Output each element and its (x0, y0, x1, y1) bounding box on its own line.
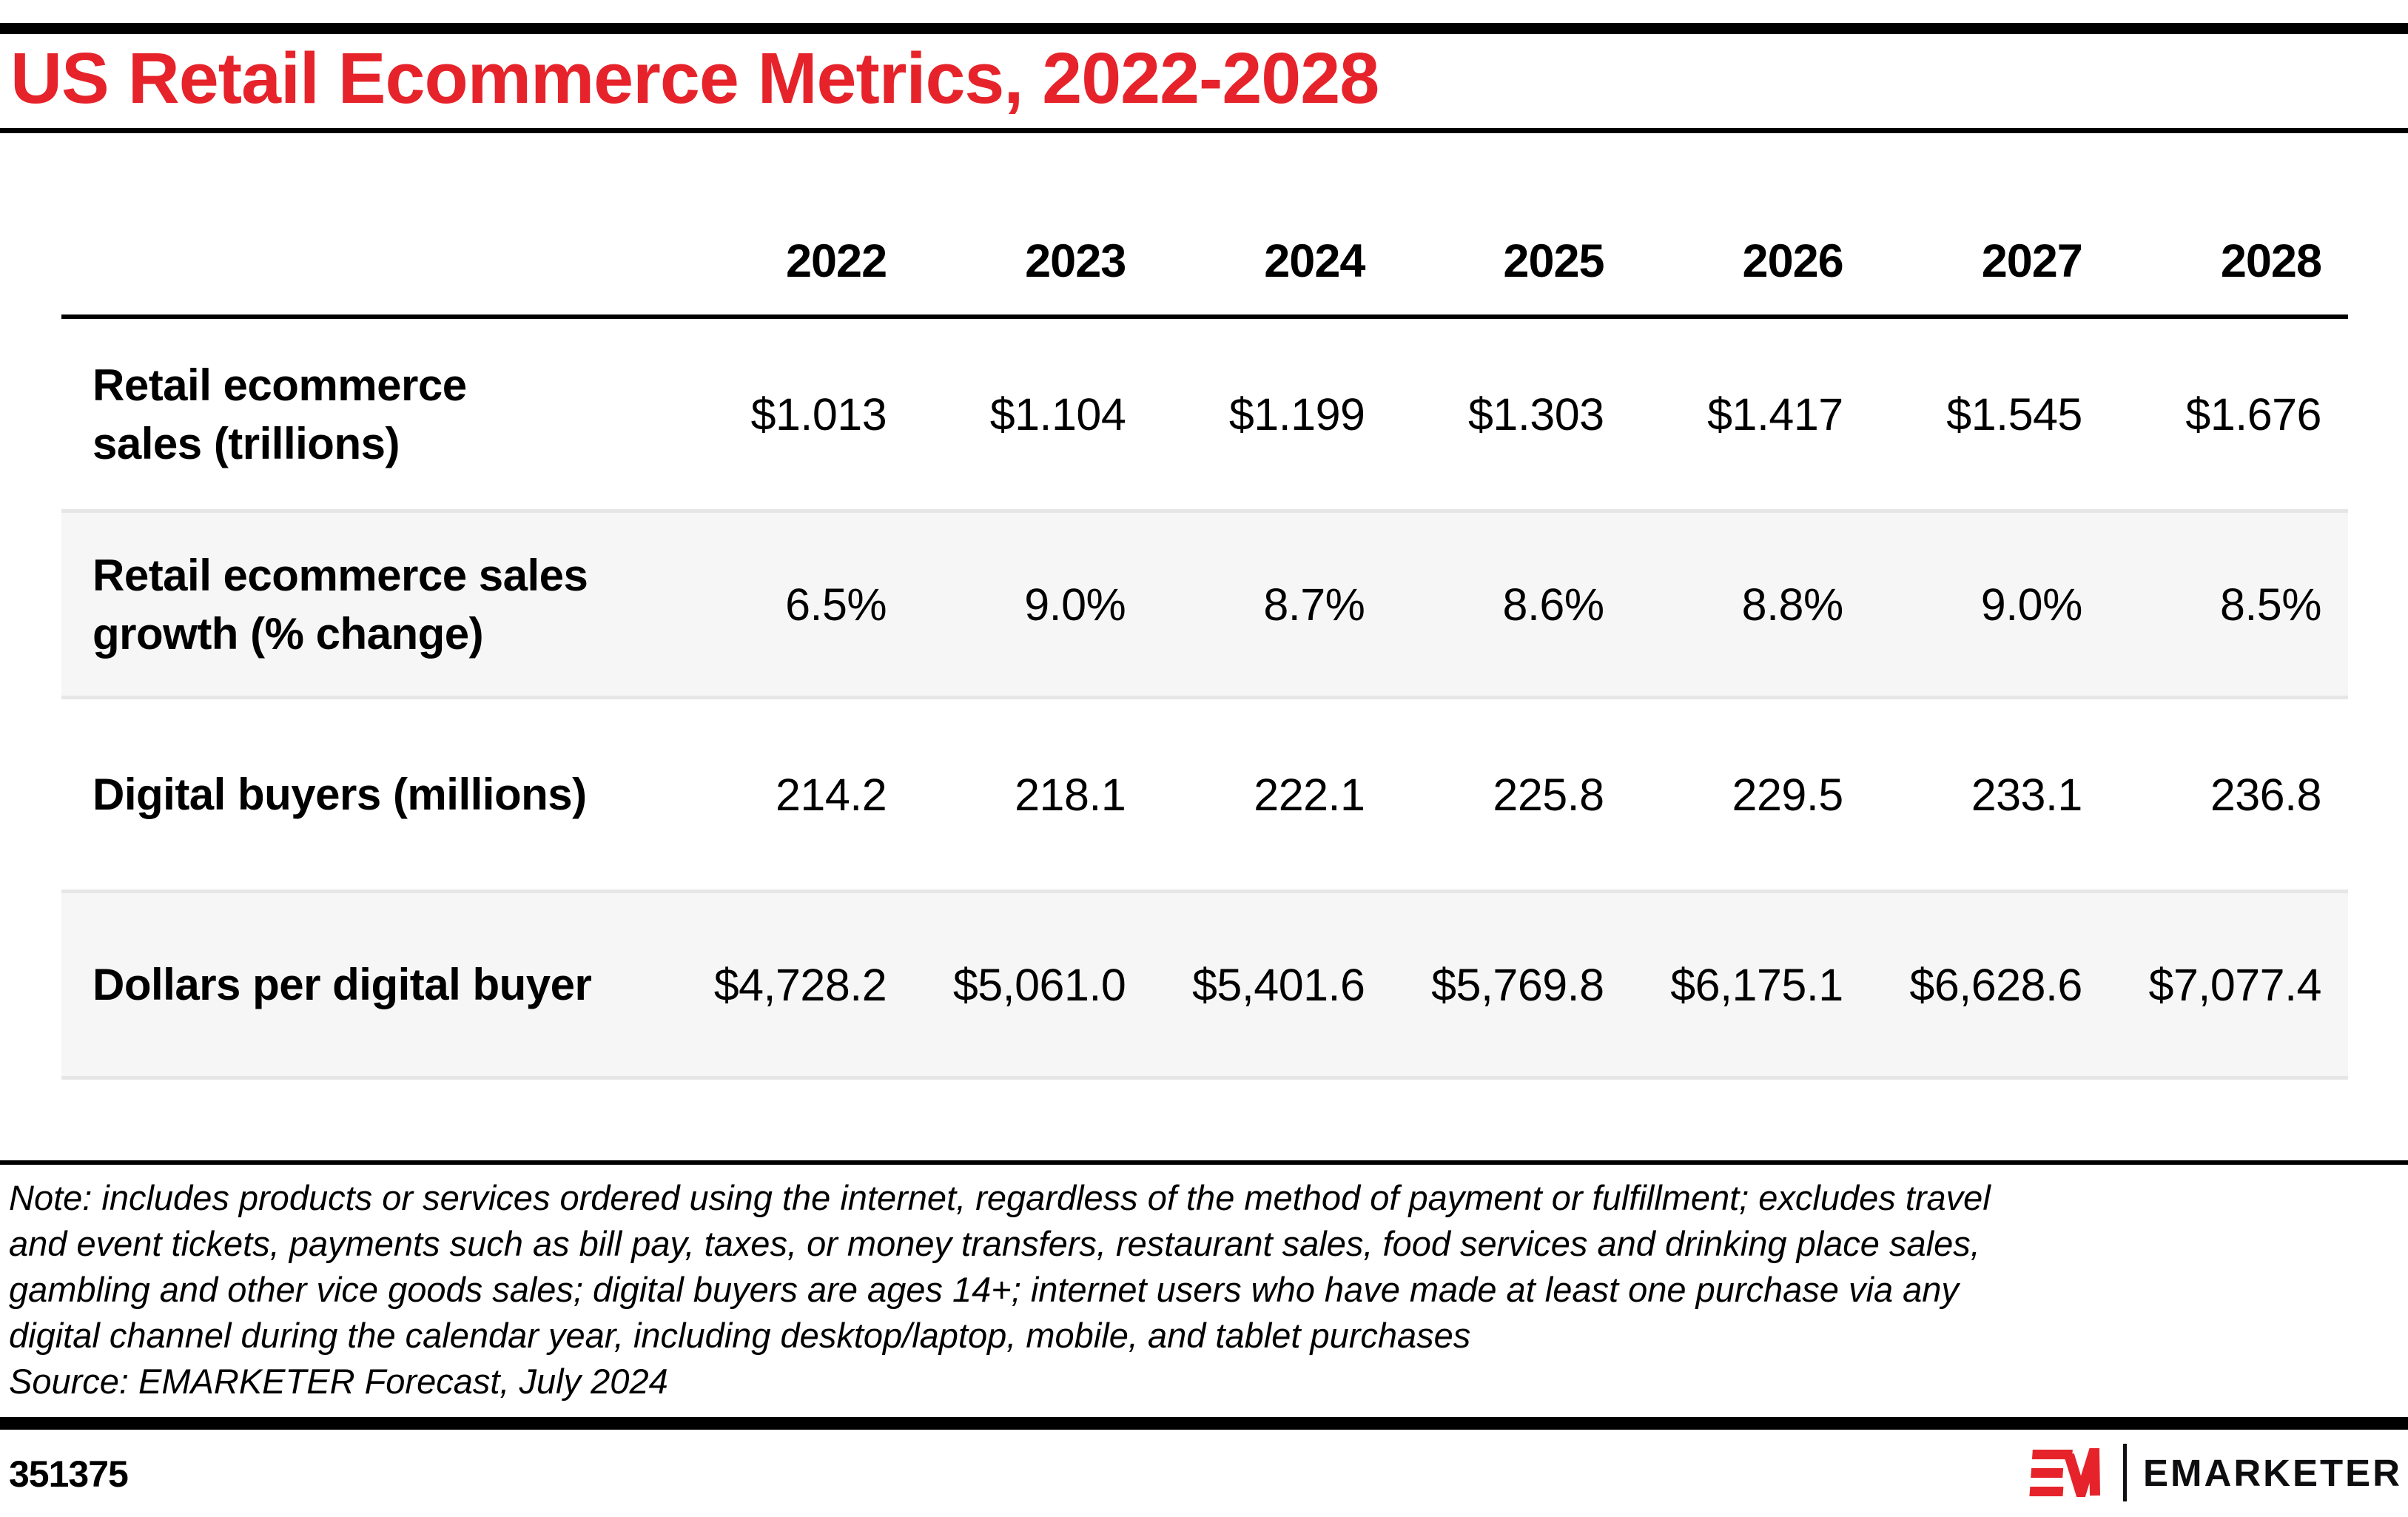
title-rule (0, 128, 2408, 133)
value-cell: $1.104 (989, 388, 1126, 440)
logo-divider (2122, 1444, 2127, 1501)
table-body: Retail ecommerce sales (trillions) $1.013 $… (61, 319, 2348, 1080)
value-cell: $1.545 (1946, 388, 2082, 440)
value-cell: 8.7% (1263, 579, 1365, 630)
value-cell: $7,077.4 (2148, 959, 2322, 1010)
logo-wordmark: EMARKETER (2142, 1451, 2402, 1494)
em-monogram-icon (2029, 1448, 2100, 1497)
table-row: Retail ecommerce sales growth (% change) 6… (61, 509, 2348, 699)
value-cell: 218.1 (1015, 769, 1126, 820)
value-cell: $4,728.2 (713, 959, 887, 1010)
value-cell: 8.6% (1502, 579, 1605, 630)
value-cell: $5,769.8 (1431, 959, 1604, 1010)
value-cell: 236.8 (2210, 769, 2322, 820)
value-cell: 222.1 (1254, 769, 1365, 820)
value-cell: 9.0% (1024, 579, 1126, 630)
note-line: digital channel during the calendar year… (9, 1316, 1471, 1355)
year-header-2027: 2027 (1981, 235, 2083, 287)
row-label: Retail ecommerce sales (trillions) (93, 360, 467, 468)
top-bar (0, 23, 2408, 34)
metrics-table: 2022 2023 2024 2025 2026 2027 2028 Retail ecom… (61, 208, 2348, 1080)
table-row: Dollars per digital buyer $4,728.2 $5,061.… (61, 889, 2348, 1080)
value-cell: $1.417 (1707, 388, 1843, 440)
year-header-2028: 2028 (2220, 235, 2322, 287)
value-cell: $5,061.0 (952, 959, 1126, 1010)
header-label-spacer (61, 208, 674, 314)
year-header-2023: 2023 (1025, 235, 1126, 287)
value-cell: 8.5% (2219, 579, 2322, 630)
value-cell: 229.5 (1732, 769, 1844, 820)
value-cell: 233.1 (1971, 769, 2083, 820)
value-cell: 6.5% (785, 579, 887, 630)
row-label: Digital buyers (millions) (93, 770, 587, 819)
chart-id: 351375 (9, 1453, 129, 1495)
value-cell: $1.303 (1467, 388, 1604, 440)
note-line: and event tickets, payments such as bill… (9, 1224, 1980, 1263)
value-cell: $5,401.6 (1191, 959, 1365, 1010)
emarketer-logo: EMARKETER (2024, 1442, 2402, 1504)
note-rule (0, 1160, 2408, 1165)
year-header-2025: 2025 (1503, 235, 1604, 287)
note-text: Note: includes products or services orde… (9, 1175, 1991, 1359)
value-cell: $6,175.1 (1670, 959, 1843, 1010)
year-header-2024: 2024 (1264, 235, 1365, 287)
value-cell: 225.8 (1493, 769, 1604, 820)
year-header-2022: 2022 (785, 235, 887, 287)
value-cell: $1.013 (750, 388, 887, 440)
value-cell: 9.0% (1980, 579, 2083, 630)
row-label: Dollars per digital buyer (93, 960, 592, 1009)
year-header-2026: 2026 (1742, 235, 1844, 287)
value-cell: 214.2 (775, 769, 887, 820)
bottom-bar (0, 1417, 2408, 1430)
value-cell: 8.8% (1741, 579, 1844, 630)
value-cell: $6,628.6 (1909, 959, 2082, 1010)
page-title: US Retail Ecommerce Metrics, 2022-2028 (10, 38, 1379, 118)
value-cell: $1.676 (2185, 388, 2321, 440)
value-cell: $1.199 (1228, 388, 1365, 440)
source-text: Source: EMARKETER Forecast, July 2024 (9, 1362, 668, 1401)
note-line: gambling and other vice goods sales; dig… (9, 1270, 1959, 1309)
table-row: Digital buyers (millions) 214.2 218.1 222.1… (61, 699, 2348, 889)
table-header-row: 2022 2023 2024 2025 2026 2027 2028 (61, 208, 2348, 319)
row-label: Retail ecommerce sales growth (% change) (93, 550, 588, 659)
table-row: Retail ecommerce sales (trillions) $1.013 $… (61, 319, 2348, 509)
note-line: Note: includes products or services orde… (9, 1178, 1991, 1217)
